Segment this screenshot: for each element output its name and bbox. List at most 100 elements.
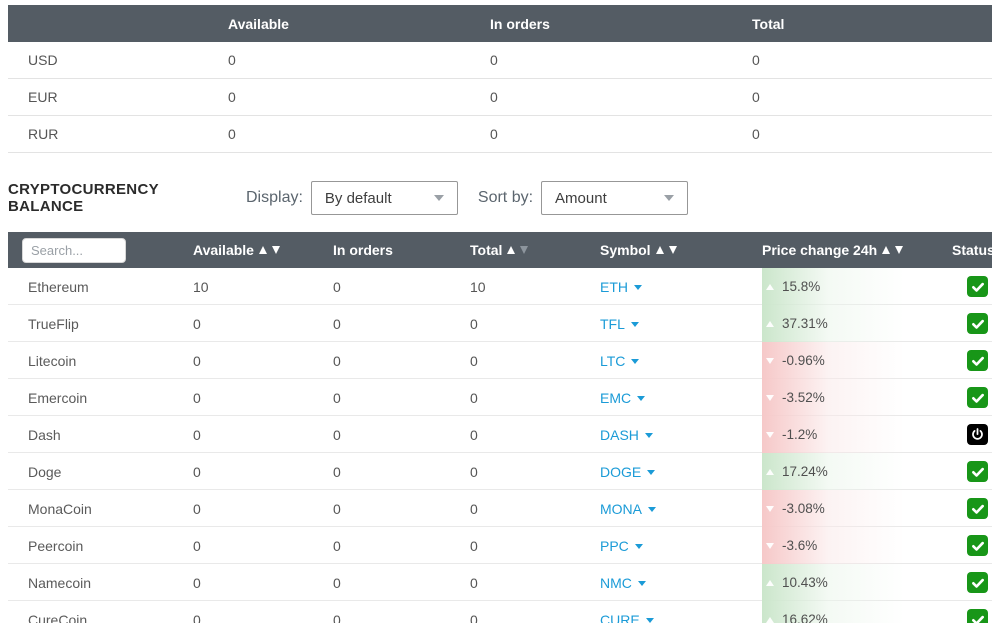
fiat-balance-table: Available In orders Total USD 0 0 0 EUR … xyxy=(8,5,992,153)
price-change-cell: -1.2% xyxy=(762,416,952,453)
in-orders-value: 0 xyxy=(333,463,341,480)
symbol-dropdown[interactable]: EMC xyxy=(600,390,762,406)
column-header-label: Available xyxy=(193,242,254,258)
table-row: Doge 0 0 0 DOGE 17.24% xyxy=(8,453,992,490)
total-value: 0 xyxy=(470,574,478,591)
symbol-dropdown[interactable]: CURE xyxy=(600,612,762,623)
column-header-available: Available xyxy=(193,242,333,258)
sort-desc-icon[interactable] xyxy=(668,246,677,254)
in-orders-value: 0 xyxy=(333,389,341,406)
total-value: 0 xyxy=(470,537,478,554)
price-change-value: -3.08% xyxy=(782,501,825,516)
price-change-cell: -3.52% xyxy=(762,379,952,416)
display-dropdown[interactable]: By default xyxy=(310,181,458,215)
sort-desc-icon[interactable] xyxy=(520,246,529,254)
symbol-dropdown[interactable]: NMC xyxy=(600,575,762,591)
sort-desc-icon[interactable] xyxy=(271,246,280,254)
status-cell xyxy=(967,276,992,297)
sort-desc-icon[interactable] xyxy=(895,246,904,254)
status-enabled-check-icon[interactable] xyxy=(967,535,988,556)
symbol-dropdown[interactable]: ETH xyxy=(600,279,762,295)
fiat-header-in-orders: In orders xyxy=(490,15,550,32)
symbol-dropdown[interactable]: DASH xyxy=(600,427,762,443)
fiat-header-total: Total xyxy=(752,15,785,32)
price-change-value: -1.2% xyxy=(782,427,818,442)
price-change-value: -3.52% xyxy=(782,390,825,405)
coin-name: Dash xyxy=(28,426,61,443)
total-value: 0 xyxy=(470,315,478,332)
table-row: EUR 0 0 0 xyxy=(8,79,992,116)
symbol-label: PPC xyxy=(600,537,629,554)
column-header-symbol: Symbol xyxy=(600,242,762,258)
trend-down-icon xyxy=(766,505,774,512)
status-enabled-check-icon[interactable] xyxy=(967,498,988,519)
symbol-dropdown[interactable]: TFL xyxy=(600,316,762,332)
symbol-label: DOGE xyxy=(600,463,642,480)
chevron-down-icon xyxy=(637,581,646,586)
symbol-label: EMC xyxy=(600,389,632,406)
symbol-dropdown[interactable]: MONA xyxy=(600,501,762,517)
price-change-value: 16.62% xyxy=(782,612,828,623)
status-enabled-check-icon[interactable] xyxy=(967,276,988,297)
trend-down-icon xyxy=(766,431,774,438)
fiat-header-available: Available xyxy=(228,15,289,32)
symbol-label: NMC xyxy=(600,574,632,591)
chevron-down-icon xyxy=(648,507,656,512)
available-value: 0 xyxy=(193,500,201,517)
search-input[interactable] xyxy=(22,237,126,263)
price-change-value: 15.8% xyxy=(782,279,821,294)
table-row: Peercoin 0 0 0 PPC -3.6% xyxy=(8,527,992,564)
sort-by-dropdown[interactable]: Amount xyxy=(541,181,689,215)
sort-asc-icon[interactable] xyxy=(882,246,891,254)
chevron-down-icon xyxy=(433,195,444,201)
search-cell xyxy=(8,237,193,263)
symbol-dropdown[interactable]: PPC xyxy=(600,538,762,554)
column-header-label: Total xyxy=(470,242,503,258)
trend-down-icon xyxy=(766,357,774,364)
table-row: USD 0 0 0 xyxy=(8,42,992,79)
table-row: RUR 0 0 0 xyxy=(8,116,992,153)
status-enabled-check-icon[interactable] xyxy=(967,350,988,371)
fiat-in-orders-value: 0 xyxy=(490,126,498,142)
in-orders-value: 0 xyxy=(333,500,341,517)
coin-name: Litecoin xyxy=(28,352,77,369)
status-enabled-check-icon[interactable] xyxy=(967,609,988,623)
coin-name: CureCoin xyxy=(28,611,88,623)
column-header-label: Symbol xyxy=(600,242,651,258)
status-cell xyxy=(967,313,992,334)
status-cell xyxy=(967,609,992,623)
status-cell xyxy=(967,572,992,593)
symbol-dropdown[interactable]: LTC xyxy=(600,353,762,369)
symbol-label: CURE xyxy=(600,611,640,623)
price-change-value: 10.43% xyxy=(782,575,828,590)
column-header-label: In orders xyxy=(333,242,393,258)
total-value: 0 xyxy=(470,352,478,369)
fiat-total-value: 0 xyxy=(752,126,760,142)
fiat-in-orders-value: 0 xyxy=(490,52,498,68)
crypto-balance-table: Available In orders Total Symbol Price c… xyxy=(8,232,992,623)
status-disabled-power-icon[interactable] xyxy=(967,424,988,445)
status-enabled-check-icon[interactable] xyxy=(967,387,988,408)
available-value: 0 xyxy=(193,352,201,369)
status-enabled-check-icon[interactable] xyxy=(967,313,988,334)
total-value: 10 xyxy=(470,278,486,295)
display-label: Display: xyxy=(246,189,303,206)
fiat-total-value: 0 xyxy=(752,52,760,68)
price-change-cell: 17.24% xyxy=(762,453,952,490)
coin-name: Emercoin xyxy=(28,389,88,406)
symbol-dropdown[interactable]: DOGE xyxy=(600,464,762,480)
price-change-cell: 15.8% xyxy=(762,268,952,305)
fiat-currency-label: EUR xyxy=(28,89,58,105)
symbol-label: LTC xyxy=(600,352,626,369)
sort-asc-icon[interactable] xyxy=(655,246,664,254)
status-enabled-check-icon[interactable] xyxy=(967,572,988,593)
page-title: CRYPTOCURRENCY BALANCE xyxy=(8,181,159,215)
status-enabled-check-icon[interactable] xyxy=(967,461,988,482)
sort-asc-icon[interactable] xyxy=(507,246,516,254)
available-value: 0 xyxy=(193,463,201,480)
sort-asc-icon[interactable] xyxy=(258,246,267,254)
available-value: 10 xyxy=(193,278,209,295)
price-change-cell: 10.43% xyxy=(762,564,952,601)
crypto-section-controls: CRYPTOCURRENCY BALANCE Display: By defau… xyxy=(8,181,992,215)
